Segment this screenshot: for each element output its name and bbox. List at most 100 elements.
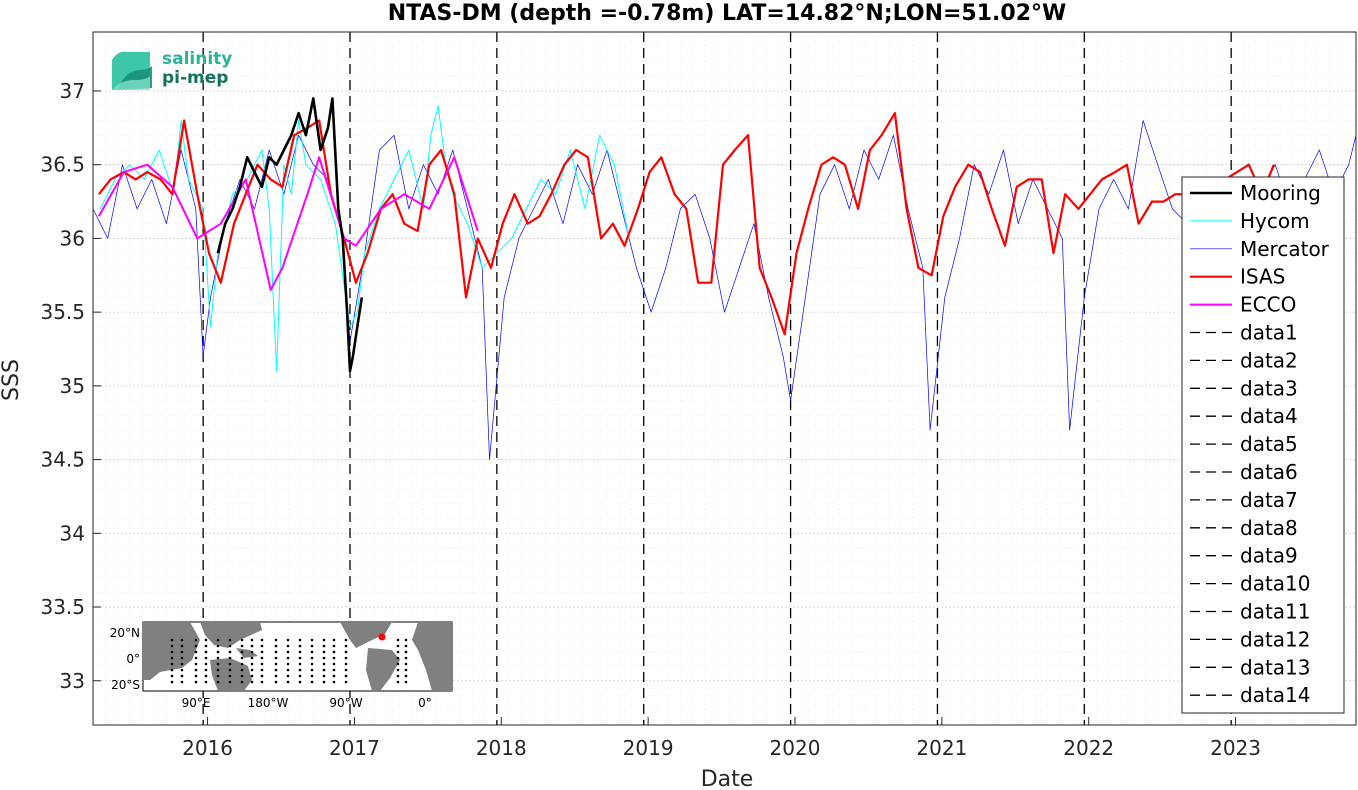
legend-entry: data4 [1240, 404, 1298, 428]
map-land-americas [340, 622, 392, 648]
chart-title: NTAS-DM (depth =-0.78m) LAT=14.82°N;LON=… [388, 1, 1067, 26]
x-tick-label: 2023 [1210, 736, 1261, 760]
legend-entry: data12 [1240, 627, 1311, 651]
buoy-dot [204, 638, 208, 642]
buoy-dot [180, 662, 184, 666]
buoy-dot [250, 656, 254, 660]
buoy-dot [332, 644, 336, 648]
buoy-dot [322, 662, 326, 666]
legend-box [1181, 176, 1345, 714]
buoy-dot [250, 680, 254, 684]
y-tick-label: 35.5 [40, 300, 85, 324]
buoy-dot [332, 674, 336, 678]
buoy-dot [286, 662, 290, 666]
buoy-dot [404, 662, 408, 666]
buoy-dot [250, 662, 254, 666]
buoy-dot [310, 668, 314, 672]
major-grid [93, 90, 1356, 682]
buoy-dot [274, 644, 278, 648]
buoy-dot [216, 644, 220, 648]
buoy-dot [322, 680, 326, 684]
series-line-isas [98, 111, 1275, 336]
buoy-dot [274, 656, 278, 660]
buoy-dot [204, 668, 208, 672]
buoy-dot [332, 662, 336, 666]
map-lon-label: 180°W [248, 696, 289, 710]
buoy-dot [216, 662, 220, 666]
legend-entry: data3 [1240, 376, 1298, 400]
buoy-dot [344, 668, 348, 672]
legend-entry: data2 [1240, 348, 1298, 372]
buoy-dot [298, 674, 302, 678]
buoy-dot [228, 668, 232, 672]
buoy-dot [250, 674, 254, 678]
buoy-dot [194, 680, 198, 684]
buoy-dot [170, 638, 174, 642]
buoy-dot [322, 650, 326, 654]
buoy-dot [240, 656, 244, 660]
buoy-dot [228, 680, 232, 684]
legend-entry: Mooring [1240, 181, 1321, 205]
buoy-dot [228, 650, 232, 654]
buoy-dot [240, 638, 244, 642]
buoy-dot [240, 680, 244, 684]
buoy-dot [228, 638, 232, 642]
buoy-dot [250, 638, 254, 642]
legend-entry: ISAS [1240, 265, 1285, 289]
buoy-dot [274, 662, 278, 666]
buoy-dot [404, 674, 408, 678]
salinity-pi-mep-logo: salinity pi-mep [112, 49, 232, 90]
buoy-dot [260, 662, 264, 666]
legend-entry: data11 [1240, 600, 1311, 624]
buoy-dot [194, 674, 198, 678]
buoy-dot [404, 638, 408, 642]
buoy-dot [240, 644, 244, 648]
buoy-dot [274, 674, 278, 678]
legend-entry: data6 [1240, 460, 1298, 484]
map-lat-label: 20°N [110, 626, 140, 640]
logo-line1: salinity [162, 49, 232, 69]
plot-frame [92, 31, 1357, 726]
buoy-dot [286, 674, 290, 678]
buoy-dot [204, 674, 208, 678]
legend-entry: data14 [1240, 683, 1311, 707]
series-line-mooring [216, 97, 364, 373]
series-line-ecco [98, 156, 479, 291]
y-tick-label: 33.5 [40, 595, 85, 619]
x-tick-label: 2019 [623, 736, 674, 760]
buoy-dot [396, 674, 400, 678]
map-land-africa-west [412, 622, 452, 691]
mooring-array-dots [170, 638, 408, 684]
buoy-dot [344, 680, 348, 684]
legend-entry: Hycom [1240, 209, 1310, 233]
buoy-dot [260, 650, 264, 654]
buoy-dot [170, 662, 174, 666]
buoy-dot [322, 638, 326, 642]
buoy-dot [396, 680, 400, 684]
buoy-dot [396, 656, 400, 660]
y-tick-label: 36.5 [40, 153, 85, 177]
buoy-dot [194, 638, 198, 642]
map-lon-label: 0° [418, 696, 432, 710]
buoy-dot [228, 656, 232, 660]
legend: Mooring Hycom Mercator ISAS ECCO data1 data2 da… [1181, 176, 1345, 714]
buoy-dot [180, 674, 184, 678]
buoy-dot [298, 662, 302, 666]
buoy-dot [204, 650, 208, 654]
buoy-dot [240, 674, 244, 678]
y-axis-label: SSS [0, 359, 24, 401]
buoy-dot [180, 680, 184, 684]
legend-entry: data10 [1240, 572, 1311, 596]
buoy-dot [298, 638, 302, 642]
buoy-dot [216, 680, 220, 684]
buoy-dot [170, 668, 174, 672]
map-lon-label: 90°E [182, 696, 211, 710]
buoy-dot [404, 650, 408, 654]
buoy-dot [286, 650, 290, 654]
buoy-dot [310, 650, 314, 654]
buoy-dot [310, 656, 314, 660]
series-line-mercator [92, 120, 1357, 460]
x-axis-ticks: 2016 2017 2018 2019 2020 2021 2022 2023 [182, 717, 1261, 760]
buoy-dot [310, 638, 314, 642]
buoy-dot [332, 656, 336, 660]
